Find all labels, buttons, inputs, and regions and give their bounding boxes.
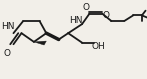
Text: O: O xyxy=(103,11,110,20)
Text: O: O xyxy=(3,49,10,58)
Text: O: O xyxy=(82,3,89,12)
Text: HN: HN xyxy=(2,22,15,31)
Text: HN: HN xyxy=(69,16,82,25)
Text: OH: OH xyxy=(92,42,106,51)
Polygon shape xyxy=(34,41,46,45)
